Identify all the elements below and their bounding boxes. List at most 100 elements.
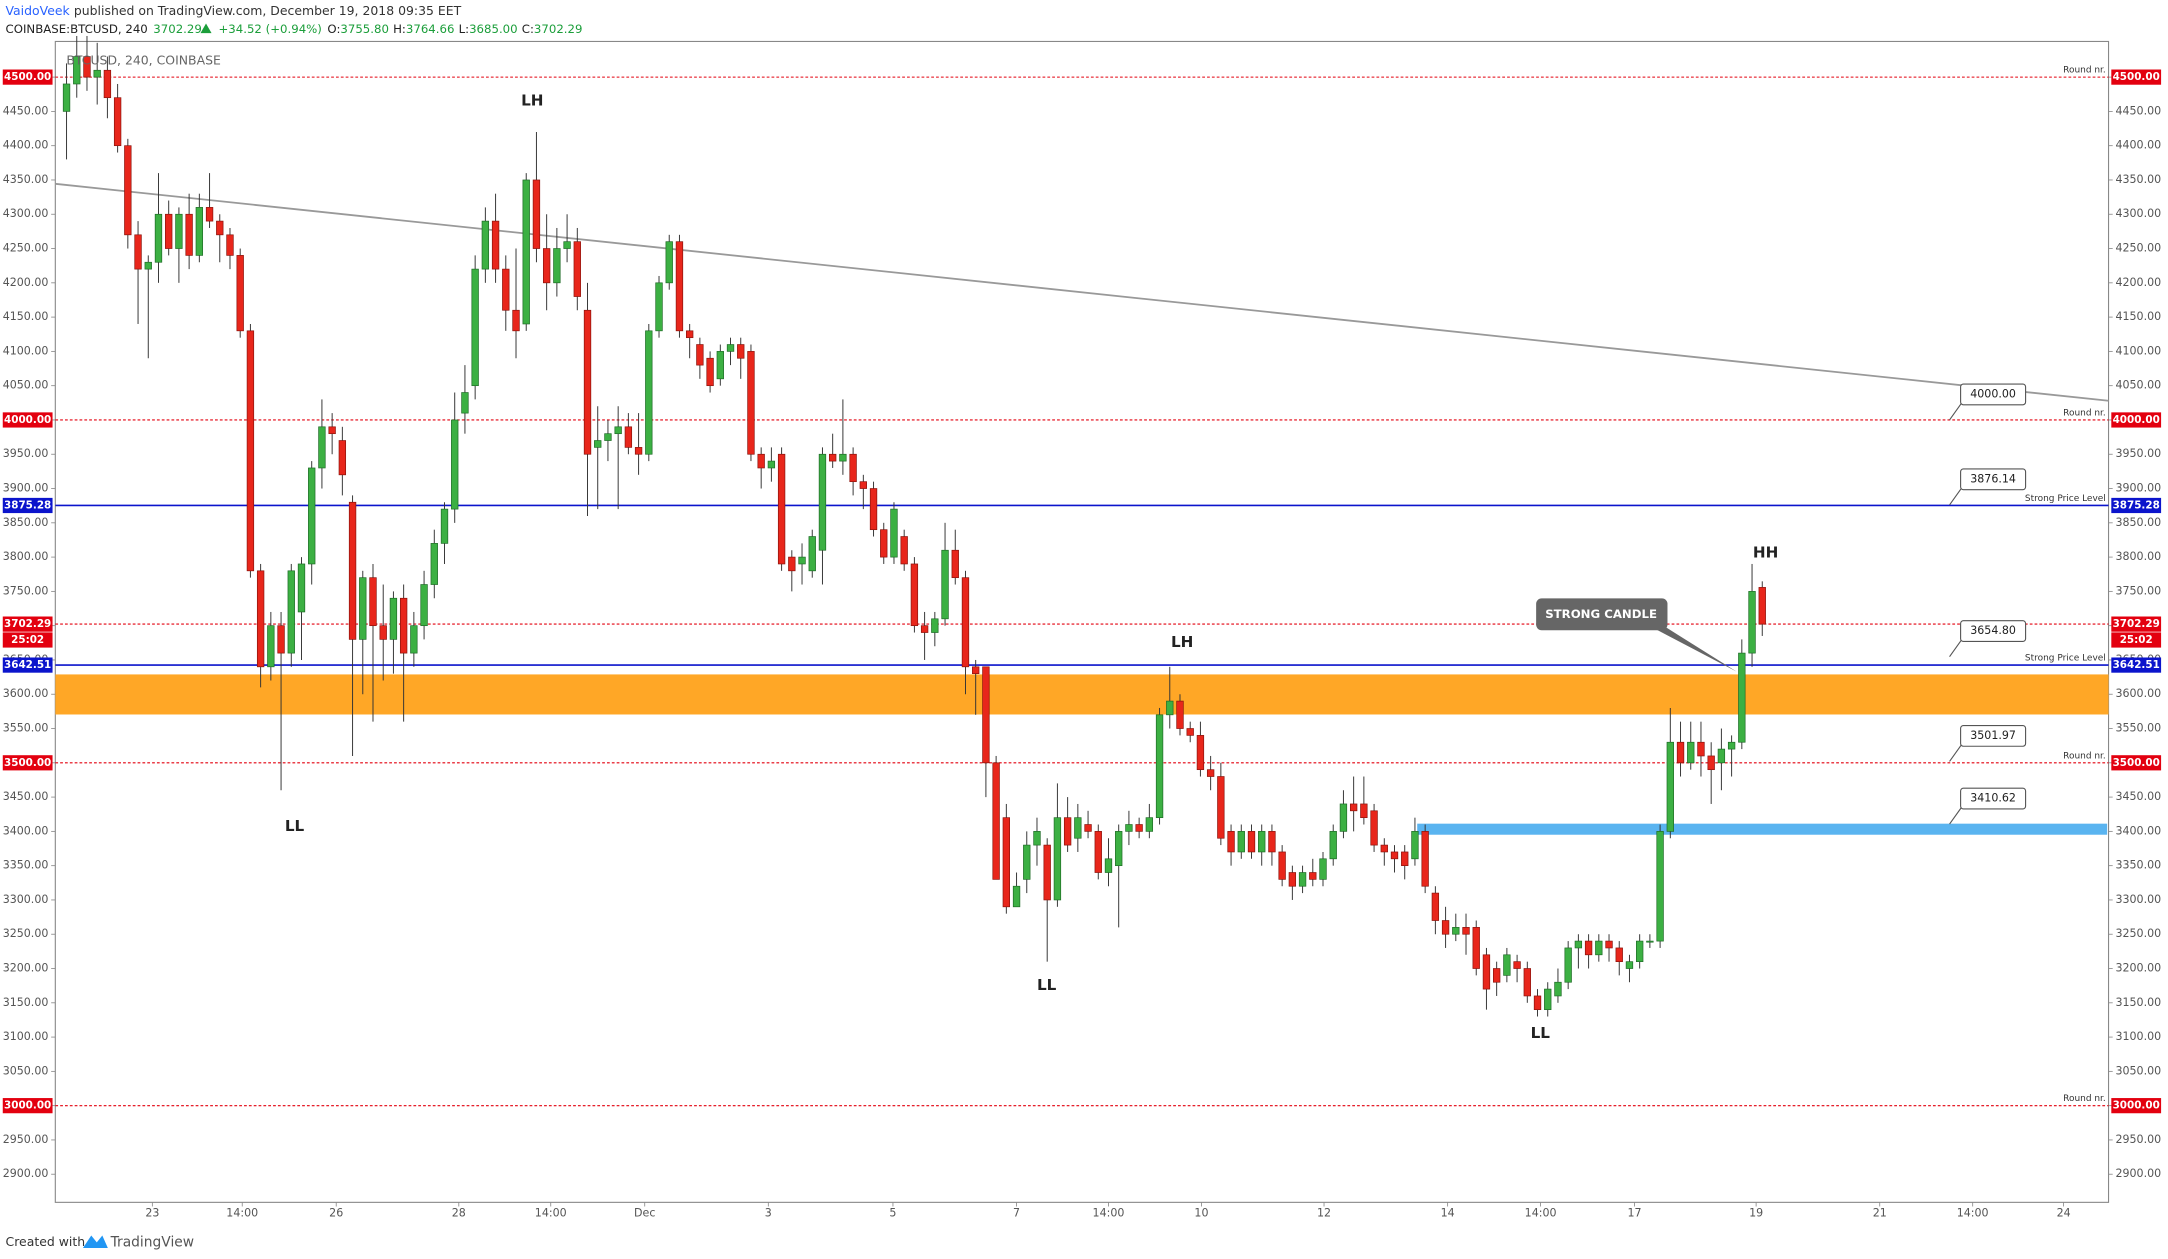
candle-body — [1247, 831, 1256, 853]
watermark: BTCUSD, 240, COINBASE — [66, 52, 221, 67]
y-tick-label: 3400.00 — [2115, 824, 2161, 837]
candle-body — [481, 220, 490, 270]
candle-body — [205, 207, 214, 222]
candle-body — [920, 625, 929, 633]
candle-body — [1390, 851, 1399, 860]
y-tick-label: 3800.00 — [2115, 550, 2161, 563]
candle-body — [1717, 748, 1726, 764]
callout-label: 3410.62 — [1970, 792, 2016, 805]
candle-body — [1492, 968, 1501, 983]
candle-body — [1472, 927, 1480, 969]
y-tick-label: 2950.00 — [3, 1133, 49, 1146]
candle-body — [1411, 831, 1419, 860]
candle-body — [216, 220, 224, 236]
y-tick-label: 4050.00 — [2115, 379, 2161, 392]
candle-body — [1237, 831, 1245, 853]
candle-body — [308, 467, 316, 565]
candle-body — [839, 453, 847, 462]
price-label: 3000.00 — [4, 1100, 51, 1112]
price-label-box — [2, 755, 53, 771]
candle-body — [359, 577, 367, 640]
y-tick-label: 3450.00 — [3, 790, 49, 803]
y-tick-label: 4200.00 — [2115, 276, 2161, 289]
candle-body — [491, 220, 500, 270]
callout-box — [1960, 383, 2027, 406]
y-tick-label: 3600.00 — [2115, 687, 2161, 700]
candle-body — [931, 618, 939, 633]
candle-body — [1053, 817, 1062, 901]
price-label: 3642.51 — [4, 659, 51, 671]
price-label-box — [2111, 412, 2162, 428]
candle-body — [961, 577, 970, 668]
candle-body — [553, 248, 561, 284]
y-tick-label: 3750.00 — [3, 584, 49, 597]
callout-box — [1960, 787, 2027, 810]
candle-body — [1145, 817, 1154, 832]
candle-body — [195, 207, 204, 256]
x-tick-label: 24 — [2057, 1206, 2071, 1219]
timer: 25:02 — [2120, 634, 2153, 646]
symbol-line: COINBASE:BTCUSD, 240 3702.29 +34.52 (+0.94… — [6, 22, 583, 36]
y-tick-label: 3800.00 — [3, 550, 49, 563]
author[interactable]: VaidoVeek — [6, 3, 71, 18]
candle-body — [808, 536, 816, 572]
y-tick-label: 3850.00 — [3, 516, 49, 529]
up-arrow — [200, 23, 212, 34]
candle-body — [267, 625, 275, 668]
candle-body — [1094, 831, 1102, 873]
candle-body — [175, 213, 183, 249]
price-label-box — [2, 1098, 53, 1114]
timer-box — [2, 632, 53, 648]
y-tick-label: 3950.00 — [2115, 447, 2161, 460]
h-label: H: — [393, 22, 406, 36]
candle-body — [798, 556, 806, 565]
candle-body — [1697, 741, 1705, 757]
y-tick-label: 4050.00 — [3, 379, 49, 392]
zone-blue — [1417, 823, 2108, 835]
plot-frame — [54, 40, 2110, 1203]
candle-body — [634, 447, 643, 455]
candle-body — [982, 666, 990, 764]
open: 3755.80 — [340, 22, 389, 36]
high: 3764.66 — [406, 22, 455, 36]
y-tick-label: 3100.00 — [2115, 1030, 2161, 1043]
price-label: 3500.00 — [4, 757, 51, 769]
y-tick-label: 4450.00 — [3, 104, 49, 117]
candle-body — [1544, 988, 1552, 1011]
candle-body — [716, 351, 724, 380]
y-tick-label: 3600.00 — [3, 687, 49, 700]
y-tick-label: 4200.00 — [3, 276, 49, 289]
candle-body — [420, 584, 428, 627]
candle-body — [1298, 872, 1307, 887]
callout-box — [1536, 598, 1668, 631]
candle-body — [1288, 872, 1297, 887]
y-tick-label: 4250.00 — [2115, 242, 2161, 255]
candle-body — [583, 309, 592, 455]
callout-box — [1960, 620, 2027, 643]
y-tick-label: 4400.00 — [2115, 139, 2161, 152]
candle-body — [869, 488, 878, 531]
candle-body — [1063, 817, 1072, 846]
y-tick-label: 3400.00 — [3, 824, 49, 837]
callout-box — [1960, 724, 2027, 747]
x-tick-label: 23 — [145, 1206, 159, 1219]
candle-body — [430, 543, 438, 585]
callout-label: 3501.97 — [1970, 729, 2016, 742]
y-tick-label: 3150.00 — [3, 996, 49, 1009]
x-tick-label: Dec — [634, 1206, 655, 1219]
price-label-box — [2, 412, 53, 428]
price-label-box — [2111, 657, 2162, 673]
candle-body — [1523, 968, 1531, 997]
candle-body — [185, 213, 193, 256]
candle-body — [277, 625, 285, 654]
candle-body — [1574, 940, 1583, 949]
candle-body — [1605, 940, 1613, 949]
candle-body — [624, 426, 633, 448]
candle-body — [1636, 940, 1644, 963]
price-line-note: Round nr. — [2063, 1094, 2106, 1104]
footer-brand[interactable]: TradingView — [110, 1234, 194, 1250]
candle-body — [1166, 700, 1174, 716]
candle-body — [1676, 741, 1685, 764]
candle-body — [1002, 817, 1010, 908]
candle-body — [1084, 824, 1092, 832]
